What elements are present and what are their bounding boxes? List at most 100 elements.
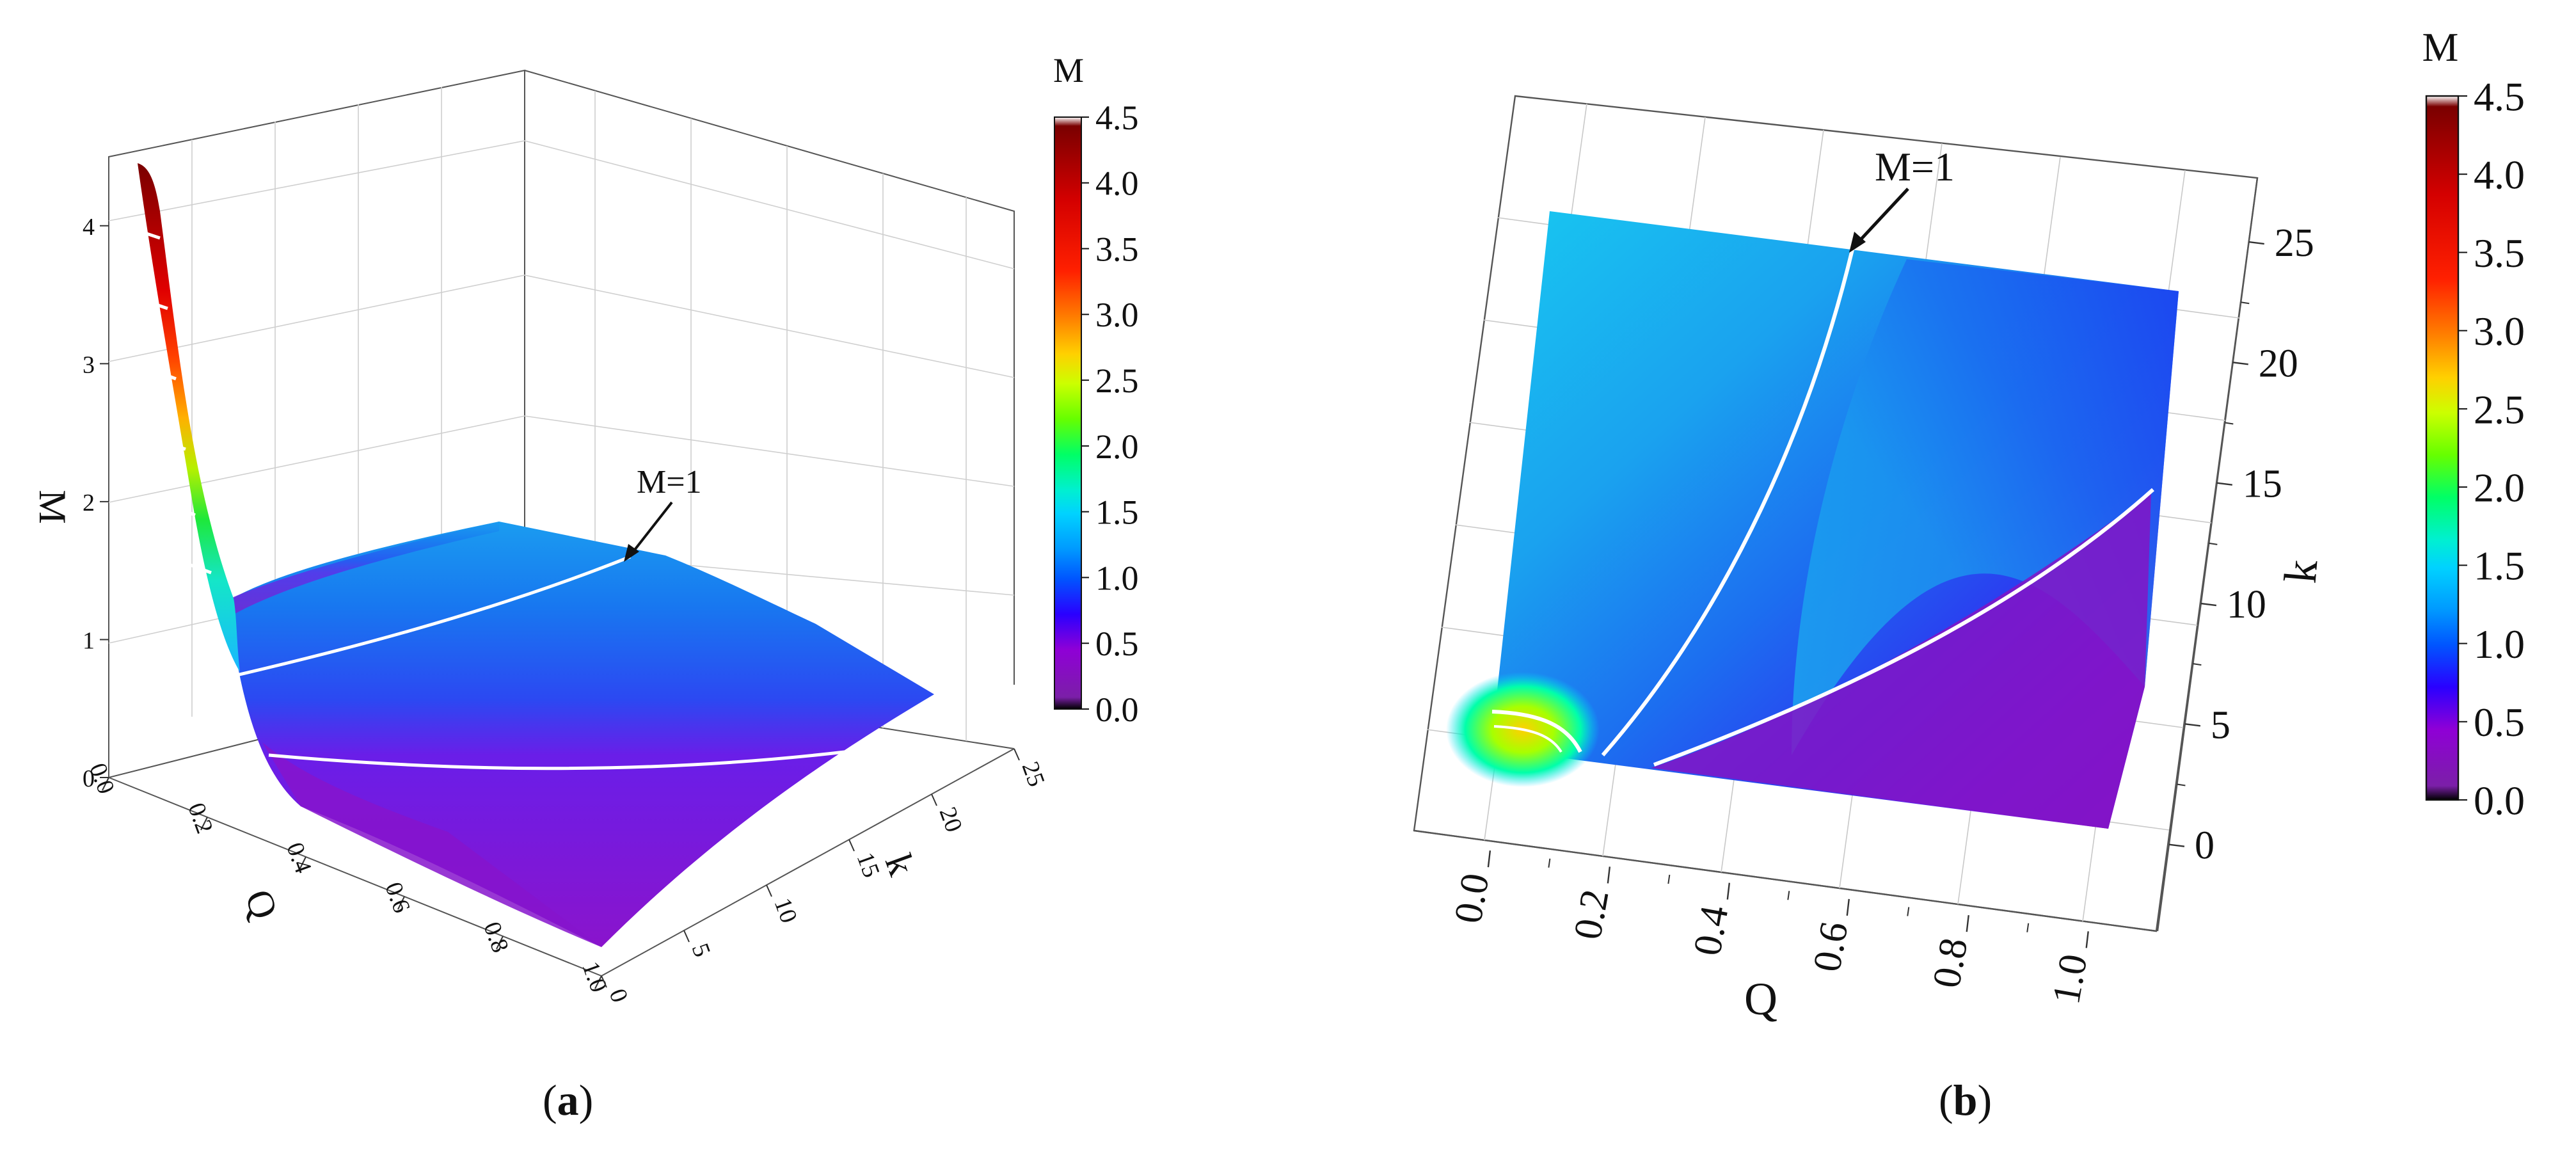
panel-b-contours: [1491, 249, 2154, 767]
panel-b-k-tick-mark: [2200, 602, 2217, 607]
panel-b-ylabel: k: [2275, 557, 2328, 585]
panel-a-colorbar-bar: [1054, 116, 1082, 710]
panel-a-wall: [138, 163, 240, 672]
panel-b-q-minor-tick: [1787, 891, 1790, 900]
panel-a-colorbar-tick-label: 4.5: [1095, 99, 1139, 137]
panel-a-colorbar-tick-label: 0.0: [1095, 690, 1139, 729]
panel-a-colorbar-tick-label: 3.0: [1095, 296, 1139, 334]
panel-a-k-tick-mark: [683, 930, 690, 943]
panel-a: M=1 M Q k 012340.00.20.40.60.81.00510152…: [31, 69, 1050, 1006]
panel-a-q-tick-label: 0.6: [379, 879, 415, 916]
caption-a-letter: a: [557, 1076, 579, 1124]
panel-b-annotation-text: M=1: [1875, 144, 1955, 189]
panel-b-k-minor-tick: [2209, 542, 2218, 545]
panel-b-q-tick-mark: [1966, 914, 1969, 932]
panel-a-q-tick-mark: [299, 856, 306, 870]
panel-a-colorbar-title: M: [1053, 51, 1084, 90]
panel-b-q-tick-label: 1.0: [2044, 951, 2095, 1007]
panel-a-q-tick-mark: [594, 975, 602, 989]
panel-b-k-tick-mark: [2184, 723, 2201, 727]
panel-b-q-minor-tick: [1667, 874, 1671, 884]
panel-b-q-tick-mark: [1846, 898, 1850, 916]
panel-b-q-tick-label: 0.2: [1566, 886, 1617, 943]
panel-b-k-minor-tick: [2193, 663, 2202, 666]
panel-b-colorbar-tick-label: 3.5: [2474, 230, 2525, 276]
panel-b-colorbar-tick-label: 4.0: [2474, 152, 2525, 198]
panel-a-z-tick-label: 3: [83, 351, 95, 378]
panel-a-k-tick-mark: [601, 975, 607, 988]
panel-a-k-tick-label: 20: [934, 804, 967, 836]
panel-b-q-minor-tick: [1907, 907, 1910, 916]
panel-a-contours: [140, 230, 845, 770]
panel-a-q-tick-label: 0.2: [182, 799, 218, 837]
panel-b-colorbar-bar: [2425, 95, 2460, 801]
panel-b-k-minor-tick: [2241, 301, 2250, 305]
caption-b-letter: b: [1953, 1076, 1978, 1124]
panel-a-ylabel: k: [877, 849, 923, 881]
panel-a-zlabel: M: [31, 490, 74, 523]
panel-a-q-tick-mark: [102, 777, 109, 791]
panel-a-z-tick-label: 1: [83, 627, 95, 654]
panel-b-colorbar-tick-label: 0.0: [2474, 778, 2525, 823]
panel-b-heatmap-blue: [1792, 259, 2179, 755]
panel-b-colorbar-ticks: 0.0 0.5 1.0 1.5 2.0 2.5 3.0 3.5 4.0 4.5: [2458, 74, 2525, 823]
panel-a-surface-top: [227, 522, 934, 947]
panel-b-k-tick-mark: [2216, 482, 2232, 486]
caption-a: (a): [543, 1076, 594, 1124]
panel-b-colorbar-tick-label: 2.5: [2474, 387, 2525, 432]
panel-b-q-tick-label: 0.4: [1685, 902, 1737, 959]
panel-a-colorbar-tick-label: 3.5: [1095, 230, 1139, 268]
panel-b-q-tick-mark: [2085, 931, 2089, 948]
panel-b-ticks: 0.0 0.2 0.4 0.6 0.8 1.0 0 5 10 15 20 25: [1446, 221, 2314, 1007]
panel-b-q-tick-label: 0.8: [1925, 935, 1976, 991]
panel-b-colorbar-tick-label: 1.0: [2474, 621, 2525, 667]
panel-a-z-tick-label: 2: [83, 490, 95, 516]
panel-b-colorbar-tick-label: 3.0: [2474, 308, 2525, 354]
panel-b-q-tick-mark: [1607, 866, 1611, 884]
panel-b-k-tick-label: 25: [2275, 221, 2314, 265]
panel-b-k-minor-tick: [2225, 422, 2234, 425]
panel-a-k-tick-label: 10: [769, 895, 802, 927]
panel-b-k-minor-tick: [2177, 783, 2186, 786]
panel-a-z-tick-label: 0: [83, 765, 95, 792]
panel-a-k-tick-mark: [848, 839, 855, 852]
panel-a-k-tick-mark: [1014, 748, 1020, 761]
panel-a-q-tick-mark: [496, 936, 504, 950]
panel-b-k-tick-label: 15: [2243, 463, 2282, 506]
panel-b: M=1 Q k 0.0 0.2 0.4 0.6 0.8 1.0 0 5 10 15 20 25: [1413, 95, 2328, 1025]
panel-b-q-minor-tick: [1548, 858, 1551, 868]
panel-a-surface-near: [262, 742, 601, 947]
panel-a-k-tick-mark: [766, 884, 772, 897]
panel-b-annotation: M=1: [1849, 144, 1955, 253]
panel-a-q-tick-label: 0.4: [281, 839, 317, 877]
panel-b-k-tick-label: 5: [2211, 703, 2230, 747]
panel-a-colorbar-tick-label: 1.0: [1095, 559, 1139, 597]
panel-a-q-tick-mark: [200, 817, 208, 831]
panel-a-colorbar-tick-label: 2.5: [1095, 362, 1139, 400]
panel-b-colorbar-tick-label: 2.0: [2474, 465, 2525, 511]
panel-b-colorbar-tick-label: 0.5: [2474, 699, 2525, 745]
panel-b-colorbar: M 0.0 0.5 1.0 1.5 2.0 2.5 3.0 3.5 4.0 4.5: [2422, 24, 2525, 823]
panel-a-k-tick-label: 5: [687, 940, 716, 961]
caption-b: (b): [1939, 1076, 1992, 1124]
panel-a-k-tick-mark: [931, 794, 937, 806]
panel-b-q-tick-label: 0.6: [1805, 918, 1856, 975]
panel-b-q-tick-mark: [1487, 850, 1491, 868]
panel-b-k-tick-label: 20: [2259, 342, 2298, 385]
panel-b-k-tick-mark: [2248, 241, 2264, 245]
panel-b-colorbar-tick-label: 4.5: [2474, 74, 2525, 119]
panel-b-heatmap-purple: [1651, 493, 2151, 829]
panel-b-q-minor-tick: [2026, 923, 2030, 932]
panel-b-colorbar-tick-label: 1.5: [2474, 543, 2525, 589]
panel-b-xlabel: Q: [1744, 973, 1777, 1025]
panel-b-k-tick-mark: [2232, 362, 2248, 365]
panel-b-q-tick-mark: [1726, 882, 1731, 900]
panel-a-colorbar-tick-label: 2.0: [1095, 427, 1139, 466]
panel-b-k-tick-label: 0: [2195, 824, 2214, 868]
panel-a-k-tick-label: 15: [852, 849, 885, 881]
panel-b-colorbar-title: M: [2422, 24, 2459, 70]
panel-b-q-tick-label: 0.0: [1446, 870, 1497, 927]
panel-a-q-tick-label: 0.8: [478, 918, 514, 956]
panel-a-q-tick-label: 1.0: [576, 958, 612, 996]
